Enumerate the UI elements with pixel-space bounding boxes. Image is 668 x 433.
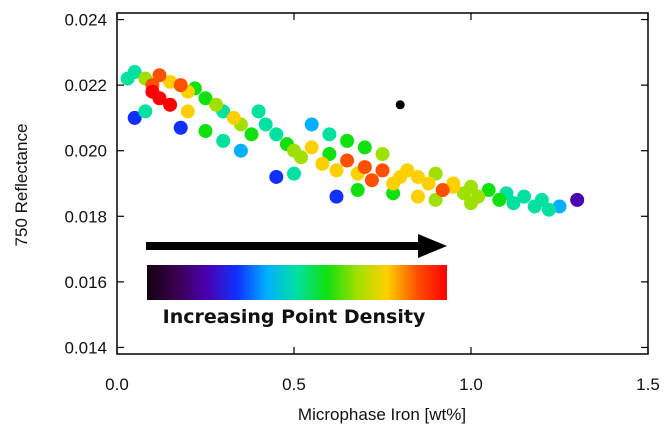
legend-arrow-head — [418, 234, 447, 258]
data-point — [198, 124, 213, 139]
data-point — [127, 65, 142, 80]
data-point — [428, 166, 443, 181]
y-axis-ticks: 0.014 0.016 0.018 0.020 0.022 0.024 — [64, 11, 648, 357]
data-point — [127, 110, 142, 125]
data-point — [269, 127, 284, 142]
data-point — [400, 163, 415, 178]
data-point — [481, 183, 496, 198]
data-point — [180, 104, 195, 119]
data-point — [269, 169, 284, 184]
data-point — [216, 133, 231, 148]
data-point — [492, 192, 507, 207]
data-point — [340, 153, 355, 168]
data-point — [315, 156, 330, 171]
x-tick-label: 0.0 — [105, 375, 129, 394]
data-point — [517, 189, 532, 204]
y-tick-label: 0.014 — [64, 338, 107, 357]
data-point — [340, 133, 355, 148]
data-point — [421, 176, 436, 191]
y-tick-label: 0.016 — [64, 273, 107, 292]
data-point — [552, 199, 567, 214]
data-point — [287, 166, 301, 181]
density-legend: Increasing Point Density — [146, 234, 447, 328]
data-point — [258, 117, 273, 132]
data-point — [410, 169, 425, 184]
data-point — [304, 140, 319, 155]
data-point — [329, 163, 344, 178]
data-point — [357, 140, 372, 155]
data-point — [304, 117, 319, 132]
data-point — [375, 146, 390, 161]
y-tick-label: 0.020 — [64, 142, 107, 161]
data-point — [163, 74, 178, 89]
legend-label: Increasing Point Density — [163, 306, 426, 328]
data-point — [152, 68, 167, 83]
x-axis-title: Microphase Iron [wt%] — [298, 405, 466, 424]
data-point — [322, 127, 337, 142]
data-point — [357, 160, 372, 175]
data-point — [244, 127, 259, 142]
x-tick-label: 0.5 — [282, 375, 306, 394]
data-point — [350, 183, 365, 198]
data-point — [226, 110, 241, 125]
data-point — [322, 146, 337, 161]
data-point — [428, 192, 443, 207]
x-axis-ticks: 0.0 0.5 1.0 1.5 — [105, 13, 660, 394]
data-point — [386, 186, 401, 201]
data-point — [198, 91, 213, 106]
y-tick-label: 0.024 — [64, 11, 107, 30]
data-point — [163, 97, 178, 112]
data-point — [173, 120, 188, 135]
plot-frame — [116, 12, 649, 355]
data-point — [410, 189, 425, 204]
data-points — [120, 65, 585, 217]
data-point — [209, 97, 224, 112]
data-point — [570, 192, 585, 207]
data-point — [173, 78, 188, 93]
data-point — [251, 104, 266, 119]
legend-arrow-shaft — [146, 242, 422, 250]
data-point — [435, 183, 450, 198]
data-point — [152, 91, 167, 106]
x-tick-label: 1.5 — [636, 375, 660, 394]
data-point — [527, 199, 542, 214]
data-point — [541, 202, 556, 217]
y-tick-label: 0.018 — [64, 207, 107, 226]
data-point — [464, 179, 478, 194]
data-point — [294, 150, 309, 165]
data-point — [506, 196, 521, 211]
density-colorbar — [147, 265, 447, 300]
y-axis-title: 750 Reflectance — [12, 124, 31, 247]
data-point — [395, 100, 405, 110]
data-point — [464, 196, 478, 211]
data-point — [233, 143, 248, 158]
data-point — [446, 179, 461, 194]
y-tick-label: 0.022 — [64, 76, 107, 95]
data-point — [138, 104, 153, 119]
data-point — [375, 163, 390, 178]
data-point — [329, 189, 344, 204]
x-tick-label: 1.0 — [459, 375, 483, 394]
data-point — [364, 173, 379, 188]
